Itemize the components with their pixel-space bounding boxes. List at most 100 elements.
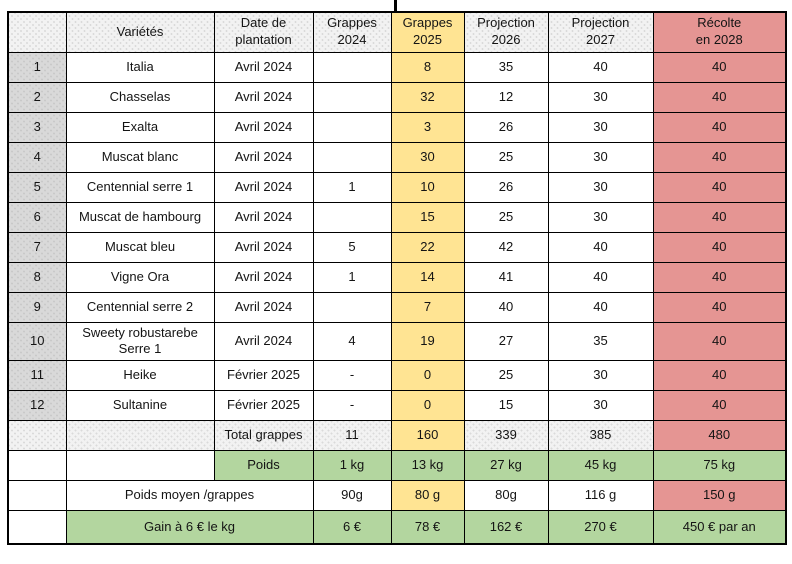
date-cell: Avril 2024 [213, 201, 314, 233]
gain-g2024-cell: 6 € [312, 510, 392, 545]
row-number-cell: 1 [7, 51, 67, 83]
projection-2027-cell: 40 [547, 261, 654, 293]
grape-projection-table: Variétés Date de plantation Grappes 2024… [7, 11, 787, 545]
total-label-cell: Total grappes [213, 420, 314, 452]
col-header-varietes: Variétés [65, 11, 215, 53]
variety-cell: Muscat bleu [65, 231, 215, 263]
total-g2024-cell: 11 [312, 420, 392, 452]
variety-cell: Muscat blanc [65, 141, 215, 173]
date-cell: Avril 2024 [213, 171, 314, 203]
row-number-cell [7, 420, 67, 452]
row-number-cell: 4 [7, 141, 67, 173]
col-header-date-plantation: Date de plantation [213, 11, 314, 53]
gain-label-cell: Gain à 6 € le kg [65, 510, 314, 545]
table-row: 4 Muscat blanc Avril 2024 30 25 30 40 [7, 141, 787, 173]
projection-2026-cell: 25 [463, 360, 549, 392]
recolte-2028-cell: 40 [652, 111, 787, 143]
recolte-2028-cell: 40 [652, 321, 787, 362]
recolte-2028-cell: 40 [652, 291, 787, 323]
table-row: 1 Italia Avril 2024 8 35 40 40 [7, 51, 787, 83]
grappes-2025-cell: 19 [390, 321, 465, 362]
grappes-2024-cell: 1 [312, 171, 392, 203]
gain-g2025-cell: 78 € [390, 510, 465, 545]
grappes-2024-cell: - [312, 360, 392, 392]
projection-2026-cell: 41 [463, 261, 549, 293]
variety-cell: Exalta [65, 111, 215, 143]
recolte-2028-cell: 40 [652, 390, 787, 422]
recolte-2028-cell: 40 [652, 141, 787, 173]
gain-r2028-cell: 450 € par an [652, 510, 787, 545]
grappes-2024-cell: 5 [312, 231, 392, 263]
poids-moyen-row: Poids moyen /grappes 90g 80 g 80g 116 g … [7, 480, 787, 512]
date-cell: Avril 2024 [213, 81, 314, 113]
date-cell: Février 2025 [213, 390, 314, 422]
variety-cell: Italia [65, 51, 215, 83]
col-header-projection-2026: Projection 2026 [463, 11, 549, 53]
moyen-p2027-cell: 116 g [547, 480, 654, 512]
variety-cell [65, 450, 215, 482]
date-cell: Avril 2024 [213, 51, 314, 83]
gain-row: Gain à 6 € le kg 6 € 78 € 162 € 270 € 45… [7, 510, 787, 545]
grappes-2025-cell: 7 [390, 291, 465, 323]
corner-header-cell [7, 11, 67, 53]
variety-cell: Sweety robustarebe Serre 1 [65, 321, 215, 362]
gain-p2026-cell: 162 € [463, 510, 549, 545]
recolte-2028-cell: 40 [652, 231, 787, 263]
recolte-2028-cell: 40 [652, 51, 787, 83]
variety-cell: Centennial serre 1 [65, 171, 215, 203]
projection-2026-cell: 15 [463, 390, 549, 422]
row-number-cell: 10 [7, 321, 67, 362]
projection-2027-cell: 30 [547, 201, 654, 233]
projection-2026-cell: 26 [463, 171, 549, 203]
grappes-2024-cell [312, 291, 392, 323]
grappes-2025-cell: 30 [390, 141, 465, 173]
row-number-cell: 3 [7, 111, 67, 143]
projection-2027-cell: 30 [547, 81, 654, 113]
date-cell: Avril 2024 [213, 261, 314, 293]
grappes-2025-cell: 0 [390, 390, 465, 422]
poids-g2024-cell: 1 kg [312, 450, 392, 482]
moyen-p2026-cell: 80g [463, 480, 549, 512]
table-row: 12 Sultanine Février 2025-0 15 30 40 [7, 390, 787, 422]
poids-p2026-cell: 27 kg [463, 450, 549, 482]
projection-2027-cell: 30 [547, 171, 654, 203]
recolte-2028-cell: 40 [652, 171, 787, 203]
variety-cell [65, 420, 215, 452]
grappes-2024-cell [312, 141, 392, 173]
projection-2026-cell: 27 [463, 321, 549, 362]
grappes-2025-cell: 14 [390, 261, 465, 293]
total-row: Total grappes 11 160 339 385 480 [7, 420, 787, 452]
projection-2026-cell: 12 [463, 81, 549, 113]
poids-p2027-cell: 45 kg [547, 450, 654, 482]
variety-cell: Heike [65, 360, 215, 392]
projection-2027-cell: 30 [547, 111, 654, 143]
row-number-cell: 8 [7, 261, 67, 293]
variety-cell: Vigne Ora [65, 261, 215, 293]
projection-2027-cell: 40 [547, 51, 654, 83]
row-number-cell [7, 450, 67, 482]
date-cell: Avril 2024 [213, 141, 314, 173]
total-p2026-cell: 339 [463, 420, 549, 452]
grappes-2025-cell: 15 [390, 201, 465, 233]
projection-2026-cell: 25 [463, 201, 549, 233]
variety-cell: Sultanine [65, 390, 215, 422]
row-number-cell: 9 [7, 291, 67, 323]
row-number-cell [7, 480, 67, 512]
grappes-2024-cell [312, 111, 392, 143]
row-number-cell: 12 [7, 390, 67, 422]
row-number-cell: 7 [7, 231, 67, 263]
gain-p2027-cell: 270 € [547, 510, 654, 545]
table-row: 8 Vigne Ora Avril 2024 1 14 41 40 40 [7, 261, 787, 293]
grappes-2024-cell [312, 51, 392, 83]
grappes-2025-cell: 32 [390, 81, 465, 113]
poids-row: Poids 1 kg 13 kg 27 kg 45 kg 75 kg [7, 450, 787, 482]
grappes-2025-cell: 22 [390, 231, 465, 263]
projection-2027-cell: 40 [547, 291, 654, 323]
projection-2026-cell: 26 [463, 111, 549, 143]
recolte-2028-cell: 40 [652, 360, 787, 392]
col-header-grappes-2025: Grappes 2025 [390, 11, 465, 53]
projection-2027-cell: 30 [547, 141, 654, 173]
col-header-projection-2027: Projection 2027 [547, 11, 654, 53]
table-row: 7 Muscat bleu Avril 2024 5 22 42 40 40 [7, 231, 787, 263]
recolte-2028-cell: 40 [652, 201, 787, 233]
